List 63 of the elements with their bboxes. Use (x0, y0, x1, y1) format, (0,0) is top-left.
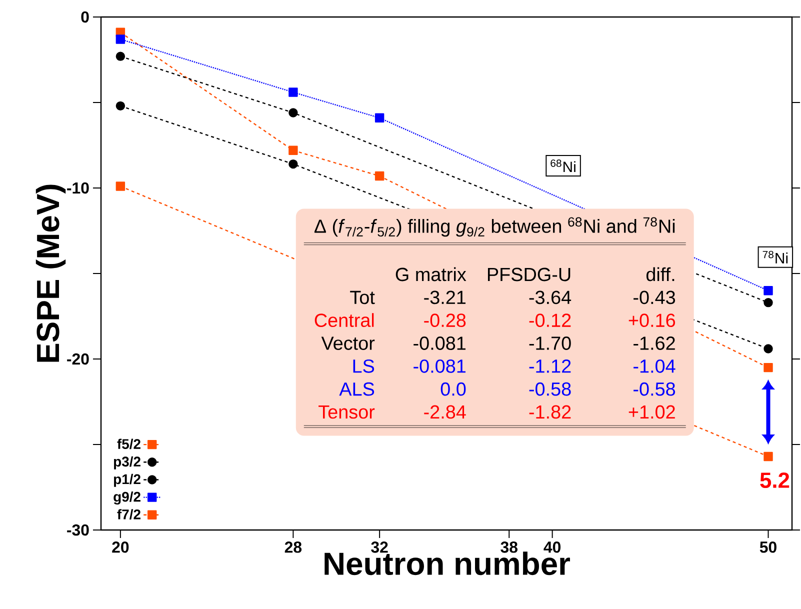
annotation: -3.64 (529, 290, 572, 304)
annotation: 5.2 (760, 472, 790, 488)
annotation: -0.12 (529, 314, 571, 328)
y-tick-label: -10 (67, 182, 89, 194)
annotation: G matrix (396, 267, 466, 282)
x-tick-label: 50 (760, 542, 776, 553)
point (116, 52, 126, 61)
annotation: LS (353, 359, 374, 373)
annotation: +0.16 (628, 314, 676, 328)
point (116, 34, 126, 44)
annotation: Tot (350, 290, 375, 304)
y-axis-title: ESPE (MeV) (36, 184, 66, 362)
point (764, 452, 773, 462)
legend-label: g9/2 (114, 492, 140, 505)
annotation: Central (314, 313, 374, 328)
annotation: PFSDG-U (488, 268, 570, 282)
legend-label: p3/2 (114, 456, 140, 470)
x-tick-label: 40 (544, 542, 561, 553)
y-tick-label: -20 (67, 353, 89, 365)
annotation: -0.58 (634, 382, 676, 396)
annotation: ALS (339, 382, 374, 396)
annotation: $^{78}$Ni (762, 250, 788, 264)
text: Δ (f$_{7/2}$-f$_{5/2}$) filling g$_{9/2}$ between $^{68}$Ni and $^{78}$Ni (314, 217, 675, 237)
point (116, 101, 126, 111)
annotation: -1.70 (529, 336, 571, 350)
point (374, 171, 384, 181)
annotation: -3.21 (424, 290, 466, 304)
annotation: -1.62 (634, 336, 675, 350)
annotation: -1.82 (529, 405, 571, 419)
x-axis-title: Neutron number (324, 552, 570, 576)
annotation: +1.02 (628, 405, 675, 419)
y-tick-label: 0 (81, 11, 89, 23)
annotation: $^{68}$Ni (550, 160, 576, 172)
x-tick-label: 38 (500, 542, 518, 553)
annotation: -0.081 (414, 359, 466, 373)
annotation: Vector (321, 336, 375, 350)
annotation: -1.04 (634, 359, 676, 373)
point (764, 362, 773, 372)
point (288, 159, 298, 169)
annotation: Tensor (318, 405, 375, 419)
point (764, 344, 773, 354)
x-tick-label: 28 (284, 542, 302, 553)
annotation: -2.84 (424, 405, 466, 419)
x-tick-label: 20 (112, 542, 129, 553)
x-tick-label: 32 (371, 542, 388, 553)
y-tick-label: -30 (67, 524, 89, 536)
point (288, 146, 298, 155)
legend-label: f7/2 (117, 509, 140, 520)
annotation: -0.28 (424, 314, 466, 328)
point (374, 113, 384, 122)
point (288, 88, 298, 97)
annotation: 0.0 (440, 382, 466, 396)
point (116, 182, 126, 191)
annotation: diff. (646, 267, 674, 282)
point (764, 298, 773, 308)
annotation: -0.081 (414, 336, 466, 350)
annotation: -0.43 (634, 290, 676, 304)
legend-label: f5/2 (117, 438, 140, 450)
point (288, 108, 298, 118)
point (764, 286, 773, 296)
annotation: -0.58 (529, 382, 571, 396)
annotation: -1.12 (529, 359, 571, 373)
legend-label: p1/2 (114, 474, 140, 487)
